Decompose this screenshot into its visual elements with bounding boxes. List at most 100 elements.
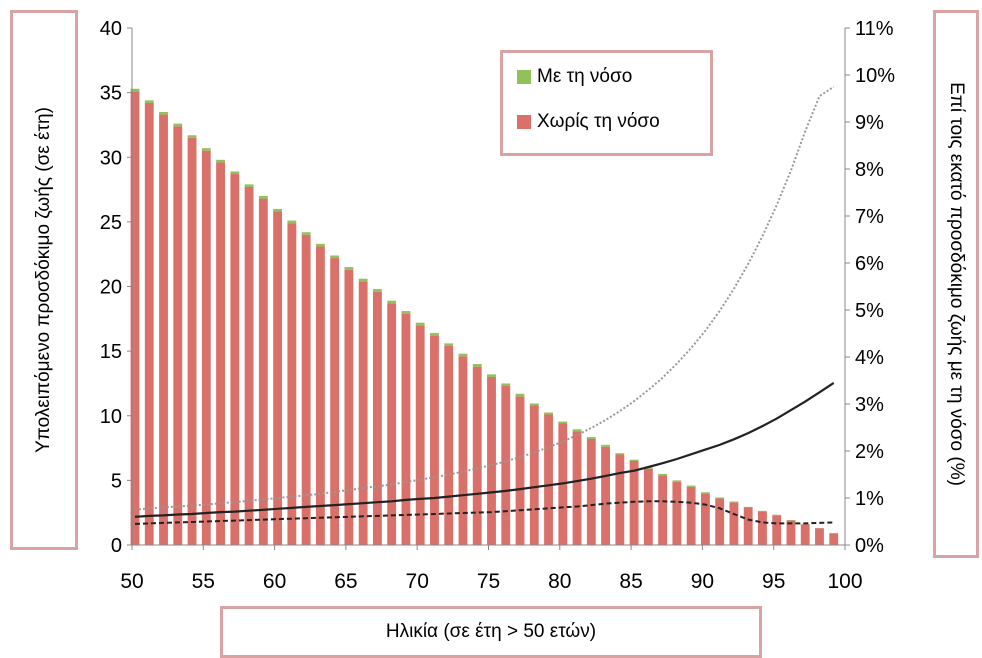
bar-with-disease-age-82: [586, 437, 596, 440]
bar-without-disease-age-54: [187, 137, 197, 546]
bar-with-disease-age-95: [772, 514, 782, 516]
bar-with-disease-age-66: [358, 278, 368, 282]
y-right-tick-label: 4%: [855, 347, 884, 369]
bar-without-disease-age-81: [572, 431, 582, 545]
bar-with-disease-age-94: [758, 510, 767, 512]
bar-without-disease-age-83: [601, 446, 611, 545]
bar-without-disease-age-68: [387, 303, 397, 545]
bar-with-disease-age-74: [472, 364, 482, 367]
ticks-layer: 0 5 10 15 20 25 30 35 40 0% 1% 2% 3% 4% 5% 6% 7% 8% 9% 10% 1…: [100, 18, 895, 593]
bar-without-disease-age-84: [615, 454, 625, 545]
bar-with-disease-age-88: [672, 480, 682, 482]
bar-with-disease-age-52: [159, 112, 168, 115]
x-tick-label: 75: [477, 570, 500, 593]
bar-without-disease-age-64: [330, 258, 340, 545]
bar-with-disease-age-80: [558, 421, 568, 424]
lines-layer: [134, 85, 835, 525]
y-right-tick-label: 9%: [855, 112, 884, 134]
bar-without-disease-age-65: [344, 269, 354, 545]
bar-with-disease-age-53: [173, 123, 183, 127]
x-tick-label: 100: [827, 570, 862, 593]
y-axis-right-label-box: Επί τοις εκατό προσδόκιμο ζωής με τη νόσ…: [933, 10, 979, 558]
bar-without-disease-age-96: [786, 520, 796, 545]
y-axis-right-label: Επί τοις εκατό προσδόκιμο ζωής με τη νόσ…: [946, 82, 967, 486]
y-right-tick-label: 8%: [855, 159, 884, 181]
bar-without-disease-age-70: [415, 325, 425, 545]
bar-with-disease-age-59: [258, 196, 268, 199]
bar-without-disease-age-94: [758, 511, 767, 545]
y-left-tick-label: 5: [111, 470, 122, 492]
bar-without-disease-age-82: [586, 439, 596, 545]
bar-without-disease-age-92: [729, 502, 739, 545]
bar-with-disease-age-57: [230, 171, 240, 175]
x-tick-label: 55: [192, 570, 215, 593]
y-left-tick-label: 25: [100, 212, 122, 234]
bar-without-disease-age-78: [529, 405, 539, 545]
bar-with-disease-age-63: [315, 243, 325, 247]
bar-with-disease-age-51: [144, 100, 154, 103]
x-tick-label: 85: [619, 570, 642, 593]
bar-with-disease-age-54: [187, 135, 197, 138]
bar-with-disease-age-64: [330, 255, 340, 259]
y-right-tick-label: 10%: [855, 65, 895, 87]
bar-without-disease-age-69: [401, 313, 411, 545]
y-right-tick-label: 11%: [855, 18, 894, 40]
bar-with-disease-age-89: [686, 485, 696, 487]
y-left-tick-label: 20: [100, 277, 122, 299]
bar-with-disease-age-85: [629, 459, 639, 461]
bar-without-disease-age-59: [258, 198, 268, 546]
bar-without-disease-age-88: [672, 481, 682, 545]
bar-with-disease-age-87: [658, 473, 668, 476]
bar-without-disease-age-77: [515, 396, 525, 545]
bar-without-disease-age-98: [815, 528, 824, 545]
bar-without-disease-age-76: [501, 386, 511, 545]
bar-without-disease-age-66: [358, 281, 368, 545]
y-left-tick-label: 0: [111, 535, 122, 557]
x-tick-label: 70: [406, 570, 429, 593]
line-dashed: [134, 500, 834, 525]
bar-with-disease-age-58: [244, 184, 254, 187]
bar-with-disease-age-50: [130, 88, 140, 92]
bar-without-disease-age-57: [230, 174, 240, 546]
bar-without-disease-age-62: [301, 234, 311, 546]
bar-with-disease-age-78: [529, 403, 539, 406]
bar-without-disease-age-74: [472, 366, 482, 545]
x-axis-label: Ηλικία (σε έτη > 50 ετών): [385, 621, 597, 642]
bar-without-disease-age-55: [201, 150, 211, 545]
y-left-tick-label: 10: [100, 406, 122, 428]
bar-with-disease-age-71: [430, 333, 439, 336]
y-axis-left-label-box: Υπολειπόμενο προσδόκιμο ζωής (σε έτη): [10, 10, 78, 550]
bar-without-disease-age-56: [216, 162, 225, 546]
bar-without-disease-age-79: [544, 414, 553, 545]
bar-without-disease-age-90: [700, 493, 710, 545]
bar-without-disease-age-73: [458, 356, 468, 545]
bar-with-disease-age-60: [273, 208, 283, 212]
bar-with-disease-age-67: [372, 289, 382, 292]
bar-with-disease-age-69: [401, 311, 411, 314]
y-left-tick-label: 35: [100, 83, 122, 105]
y-left-tick-label: 15: [100, 341, 122, 363]
legend-item-with-disease: Με τη νόσο: [517, 66, 632, 88]
bar-without-disease-age-52: [159, 114, 168, 545]
bar-without-disease-age-61: [287, 223, 297, 546]
legend-item-without-disease: Χωρίς τη νόσο: [517, 111, 660, 133]
bar-with-disease-age-75: [487, 374, 496, 377]
y-left-tick-label: 30: [100, 147, 122, 169]
bar-without-disease-age-67: [372, 291, 382, 545]
bar-with-disease-age-73: [458, 353, 468, 357]
bar-with-disease-age-70: [415, 322, 425, 326]
legend: Με τη νόσο Χωρίς τη νόσο: [500, 50, 713, 156]
bar-without-disease-age-72: [444, 345, 454, 545]
bar-with-disease-age-91: [715, 497, 725, 499]
y-right-tick-label: 1%: [855, 488, 884, 510]
y-right-tick-label: 0%: [855, 535, 884, 557]
bar-with-disease-age-56: [216, 159, 225, 163]
x-tick-label: 60: [263, 570, 286, 593]
x-tick-label: 65: [334, 570, 357, 593]
line-solid: [134, 381, 835, 518]
bar-with-disease-age-77: [515, 393, 525, 397]
x-tick-label: 80: [548, 570, 571, 593]
bar-with-disease-age-65: [344, 267, 354, 270]
bar-with-disease-age-76: [501, 383, 511, 387]
